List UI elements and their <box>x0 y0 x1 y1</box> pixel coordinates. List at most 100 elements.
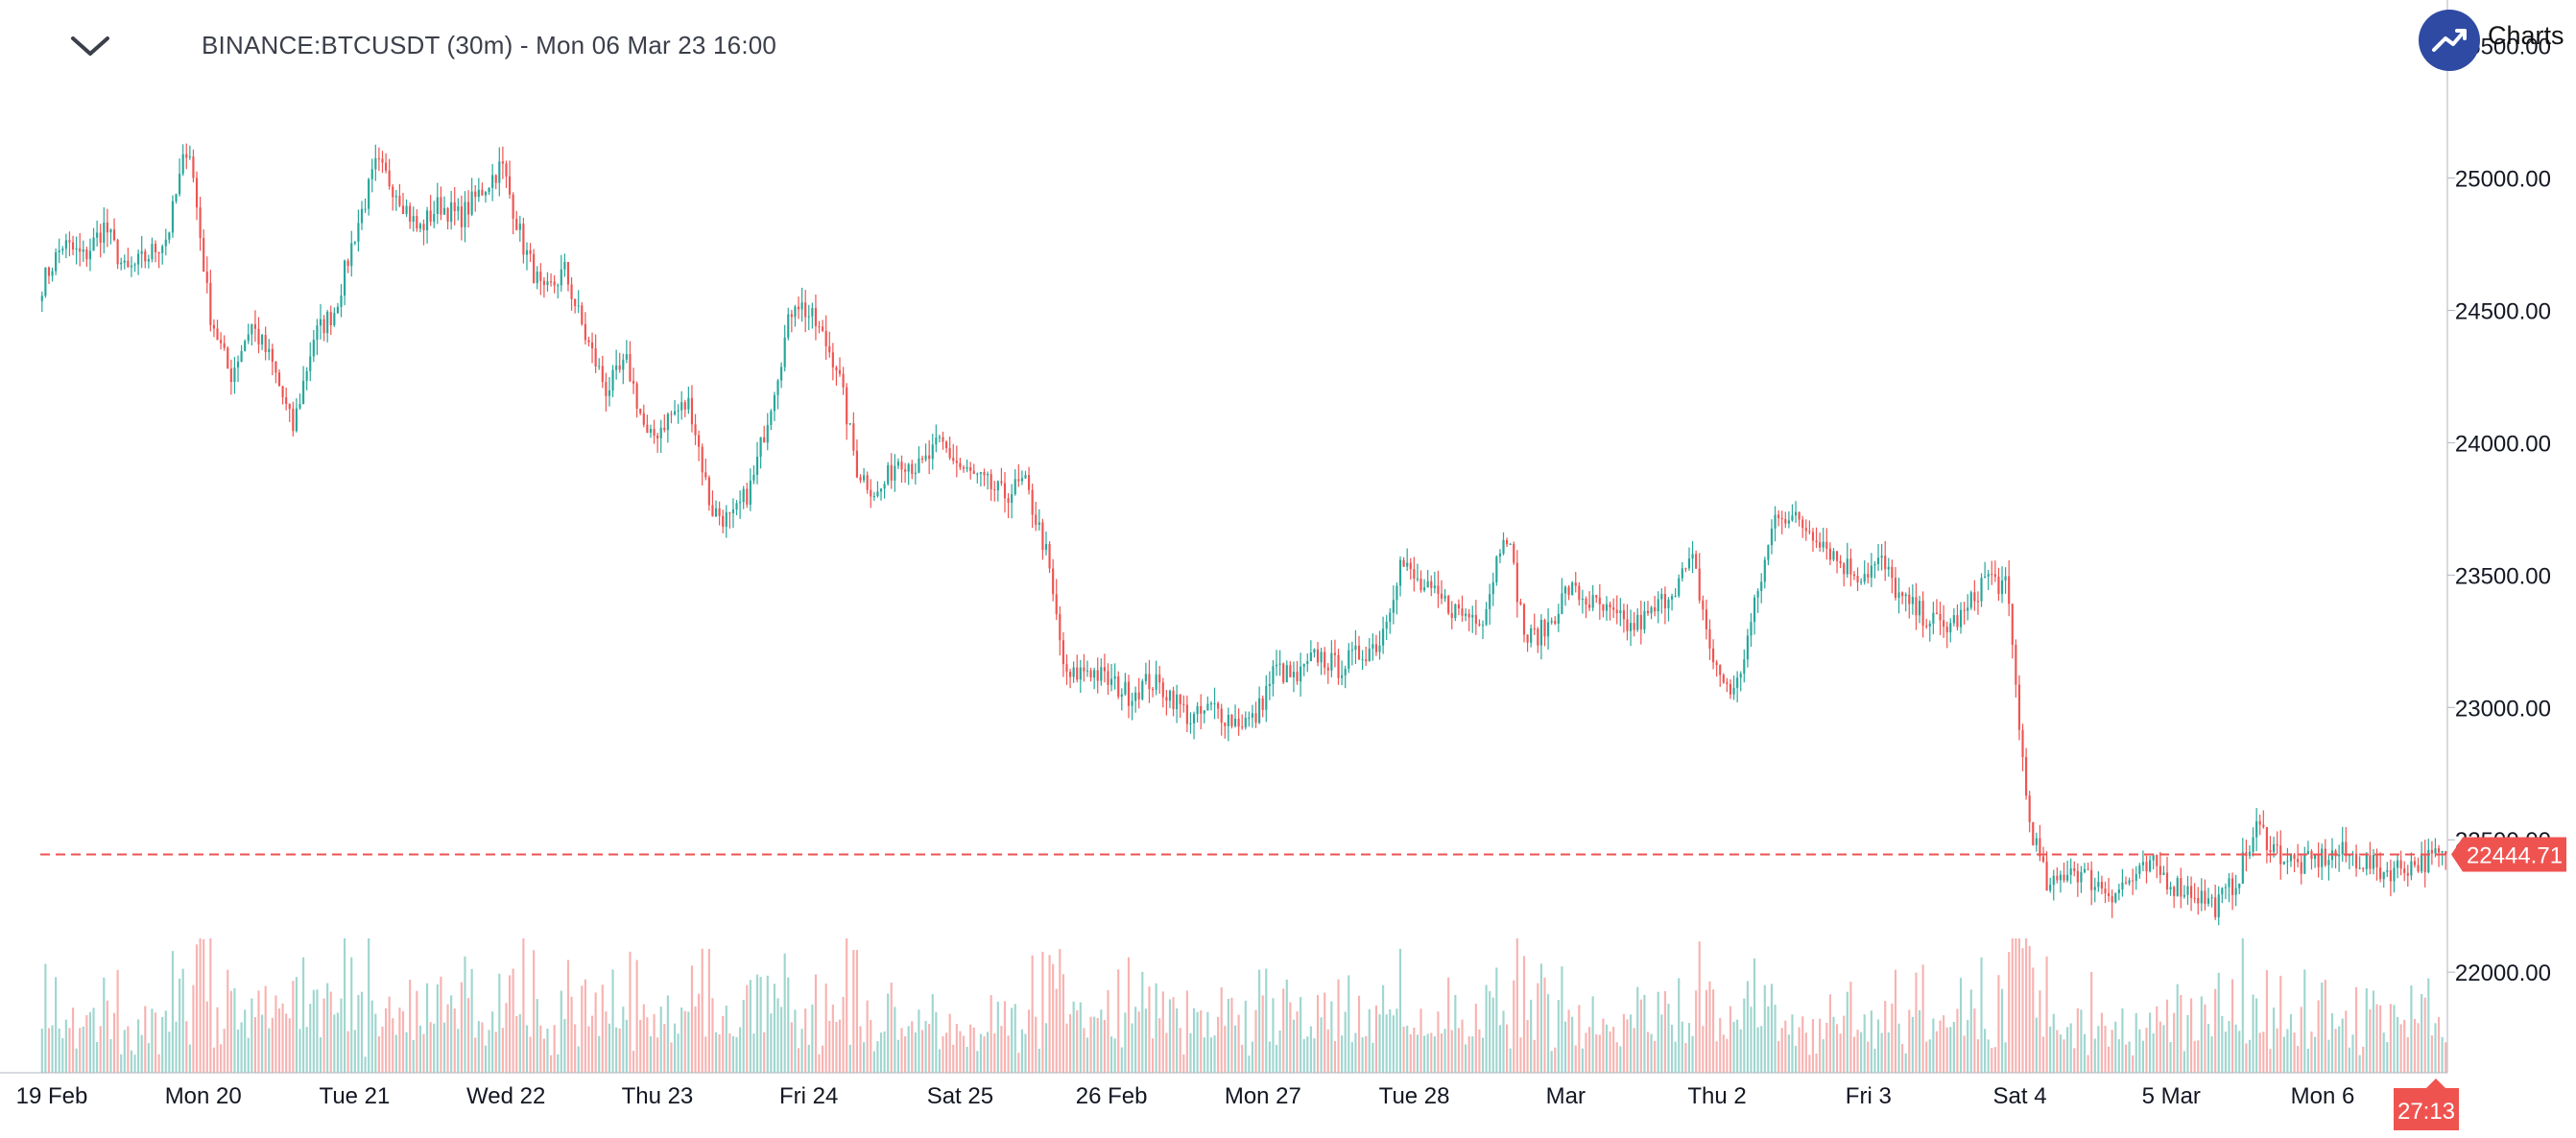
volume-bar <box>1698 941 1701 1073</box>
volume-bar <box>1509 1048 1512 1073</box>
volume-bar <box>2056 1030 2059 1073</box>
volume-bar <box>2358 1055 2361 1073</box>
volume-bar <box>1502 1010 1505 1073</box>
candle-body <box>1409 562 1412 570</box>
candle-body <box>879 488 883 492</box>
candle-body <box>1467 613 1470 618</box>
candle-body <box>704 472 707 478</box>
volume-bar <box>1515 938 1518 1073</box>
candle-body <box>388 170 391 187</box>
volume-bar <box>1316 995 1320 1073</box>
candle-body <box>1815 540 1818 543</box>
volume-bar <box>1196 1011 1199 1073</box>
candle-body <box>144 250 147 262</box>
candle-body <box>972 470 975 474</box>
volume-bar <box>1843 1015 1846 1073</box>
candle-body <box>1443 596 1446 599</box>
volume-bar <box>1756 1027 1759 1073</box>
candle-body <box>601 366 604 383</box>
candle-body <box>209 282 212 325</box>
candle-body <box>1921 601 1924 627</box>
volume-bar <box>1481 1037 1485 1073</box>
volume-bar <box>2128 1041 2131 1073</box>
volume-bar <box>935 1011 938 1073</box>
volume-bar <box>1251 1041 1254 1073</box>
volume-bar <box>1423 1035 1426 1073</box>
volume-bar <box>718 1033 721 1073</box>
candle-body <box>2111 895 2113 903</box>
candle-body <box>2399 860 2402 869</box>
candle-body <box>883 484 886 489</box>
candle-body <box>1192 714 1196 723</box>
candle-body <box>2276 843 2278 846</box>
volume-bar <box>1533 1039 1536 1073</box>
volume-bar <box>44 963 47 1073</box>
candle-body <box>1828 548 1831 560</box>
candle-body <box>587 340 590 343</box>
candle-body <box>859 477 862 481</box>
trend-up-icon[interactable] <box>2419 10 2480 71</box>
volume-bar <box>714 1031 718 1073</box>
candle-body <box>1522 604 1526 635</box>
candle-body <box>85 249 88 260</box>
volume-bar <box>1846 991 1849 1073</box>
candle-body <box>2121 882 2124 889</box>
candle-body <box>1513 543 1515 563</box>
candle-body <box>192 156 195 178</box>
volume-bar <box>244 1009 247 1073</box>
candle-body <box>2149 860 2152 872</box>
chevron-down-icon[interactable] <box>67 27 113 65</box>
volume-bar <box>1413 1027 1416 1073</box>
volume-bar <box>1530 999 1533 1073</box>
volume-bar <box>1959 978 1963 1073</box>
candle-body <box>1880 556 1883 558</box>
candle-body <box>1031 489 1034 515</box>
volume-bar <box>2149 1012 2152 1073</box>
candle-body <box>938 437 941 439</box>
volume-bar <box>1048 955 1051 1073</box>
volume-bar <box>484 1045 488 1073</box>
candle-body <box>701 446 704 473</box>
volume-bar <box>1519 1037 1522 1073</box>
candle-body <box>2041 856 2045 862</box>
volume-bar <box>2341 1018 2344 1073</box>
volume-bar <box>1467 1036 1470 1073</box>
candle-body <box>1035 514 1038 525</box>
volume-bar <box>649 1035 653 1073</box>
candle-body <box>1935 612 1939 614</box>
volume-bar <box>918 1009 920 1073</box>
candle-body <box>714 508 718 517</box>
candle-body <box>1113 676 1116 679</box>
volume-bar <box>1209 1037 1213 1073</box>
candle-body <box>1660 594 1663 600</box>
candle-body <box>422 224 425 230</box>
volume-bar <box>1674 1041 1677 1073</box>
candle-body <box>1014 479 1016 495</box>
candle-body <box>2021 729 2024 758</box>
candle-body <box>1708 628 1711 649</box>
volume-bar <box>1980 957 1983 1073</box>
candle-body <box>68 240 71 243</box>
volume-bar <box>759 977 762 1073</box>
volume-bar <box>336 1012 339 1073</box>
candle-body <box>220 340 223 344</box>
candle-body <box>1300 666 1302 682</box>
volume-bar <box>326 983 329 1073</box>
volume-bar <box>818 1054 821 1073</box>
volume-bar <box>2156 1006 2159 1073</box>
volume-bar <box>2076 1008 2079 1073</box>
candle-body <box>2345 842 2348 857</box>
candle-body <box>2128 880 2131 884</box>
volume-bar <box>2430 1035 2433 1073</box>
volume-bar <box>2330 1012 2334 1073</box>
volume-bar <box>904 1036 907 1073</box>
volume-bar <box>1083 1028 1085 1073</box>
candle-body <box>598 366 601 367</box>
candle-body <box>1571 582 1574 596</box>
candle-body <box>2159 865 2161 875</box>
volume-bar <box>755 974 759 1073</box>
volume-bar <box>1657 991 1659 1073</box>
volume-bar <box>1341 1035 1344 1073</box>
